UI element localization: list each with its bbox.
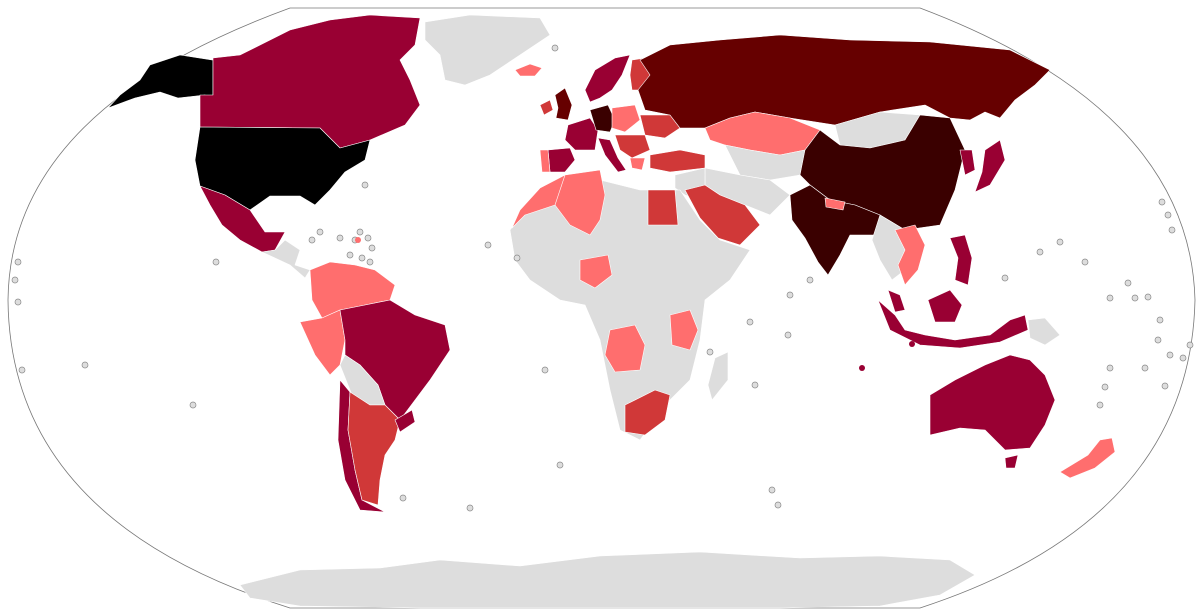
island-marker xyxy=(356,228,364,236)
island-marker xyxy=(786,291,794,299)
island-marker xyxy=(11,276,19,284)
island-marker xyxy=(784,331,792,339)
region-algeria[interactable] xyxy=(554,169,606,236)
island-marker xyxy=(556,461,564,469)
region-uk[interactable] xyxy=(554,87,573,121)
island-marker-colored xyxy=(859,365,865,371)
island-marker xyxy=(316,228,324,236)
island-marker xyxy=(1106,294,1114,302)
island-marker xyxy=(706,348,714,356)
island-marker xyxy=(1186,341,1194,349)
region-new-zealand[interactable] xyxy=(1059,437,1116,479)
region-poland-czech[interactable] xyxy=(611,104,641,133)
region-papua-new-guinea[interactable] xyxy=(1027,317,1061,346)
island-marker xyxy=(1036,248,1044,256)
region-angola[interactable] xyxy=(604,324,646,373)
island-marker xyxy=(368,244,376,252)
region-italy[interactable] xyxy=(597,137,627,173)
island-marker xyxy=(774,501,782,509)
region-korea[interactable] xyxy=(959,149,976,176)
island-marker xyxy=(1001,274,1009,282)
region-indonesia[interactable] xyxy=(877,299,1029,349)
region-greenland[interactable] xyxy=(424,14,551,86)
region-thailand-vietnam[interactable] xyxy=(894,224,926,286)
island-marker xyxy=(18,366,26,374)
island-marker xyxy=(1168,226,1176,234)
region-egypt[interactable] xyxy=(647,189,679,226)
region-uruguay[interactable] xyxy=(394,409,416,433)
region-malaysia[interactable] xyxy=(887,289,906,313)
island-marker xyxy=(308,236,316,244)
island-marker xyxy=(189,401,197,409)
island-marker xyxy=(361,181,369,189)
island-marker xyxy=(1158,198,1166,206)
island-marker xyxy=(399,494,407,502)
island-marker-colored xyxy=(909,341,915,347)
region-iceland[interactable] xyxy=(514,63,543,77)
island-marker xyxy=(14,258,22,266)
region-indonesia-borneo[interactable] xyxy=(927,289,963,323)
region-scandinavia[interactable] xyxy=(584,54,631,103)
region-nigeria[interactable] xyxy=(579,254,613,289)
island-marker xyxy=(1161,382,1169,390)
region-saudi-arabia[interactable] xyxy=(684,184,761,246)
island-marker xyxy=(1164,211,1172,219)
region-madagascar[interactable] xyxy=(707,351,729,401)
island-marker xyxy=(466,504,474,512)
island-marker xyxy=(513,254,521,262)
region-portugal[interactable] xyxy=(539,149,551,173)
island-marker xyxy=(1124,279,1132,287)
island-marker xyxy=(1154,336,1162,344)
island-marker xyxy=(1081,258,1089,266)
region-greece[interactable] xyxy=(629,157,646,171)
island-marker xyxy=(364,234,372,242)
island-marker xyxy=(551,44,559,52)
island-marker xyxy=(1131,294,1139,302)
island-marker xyxy=(1141,364,1149,372)
island-marker xyxy=(336,234,344,242)
region-ireland[interactable] xyxy=(539,99,554,116)
island-marker xyxy=(1106,364,1114,372)
island-marker xyxy=(1101,383,1109,391)
island-marker xyxy=(1179,354,1187,362)
region-tasmania[interactable] xyxy=(1004,454,1019,469)
island-marker xyxy=(212,258,220,266)
region-australia[interactable] xyxy=(929,354,1056,451)
region-argentina[interactable] xyxy=(347,391,401,506)
island-marker xyxy=(1144,293,1152,301)
region-ukraine[interactable] xyxy=(639,114,681,139)
region-canada[interactable] xyxy=(199,14,421,149)
island-marker xyxy=(81,361,89,369)
region-japan[interactable] xyxy=(974,139,1006,193)
region-kenya-tanzania[interactable] xyxy=(669,309,699,351)
island-marker xyxy=(358,254,366,262)
region-south-africa[interactable] xyxy=(624,389,671,436)
region-philippines[interactable] xyxy=(949,234,973,286)
island-marker xyxy=(768,486,776,494)
island-marker xyxy=(806,276,814,284)
small-island-markers xyxy=(11,44,1194,512)
island-marker xyxy=(746,318,754,326)
island-marker xyxy=(14,298,22,306)
region-nepal[interactable] xyxy=(824,197,846,211)
island-marker xyxy=(541,366,549,374)
island-marker-colored xyxy=(355,237,361,243)
island-marker xyxy=(484,241,492,249)
island-marker xyxy=(1096,401,1104,409)
island-marker xyxy=(1156,316,1164,324)
region-peru[interactable] xyxy=(299,309,346,376)
region-antarctica[interactable] xyxy=(239,551,976,609)
island-marker xyxy=(1166,351,1174,359)
region-africa[interactable] xyxy=(509,174,751,441)
island-marker xyxy=(751,381,759,389)
region-balkans[interactable] xyxy=(614,134,651,159)
region-france-benelux[interactable] xyxy=(564,117,599,151)
island-marker xyxy=(366,258,374,266)
region-central-america[interactable] xyxy=(261,239,311,279)
island-marker xyxy=(346,251,354,259)
island-marker xyxy=(1056,238,1064,246)
